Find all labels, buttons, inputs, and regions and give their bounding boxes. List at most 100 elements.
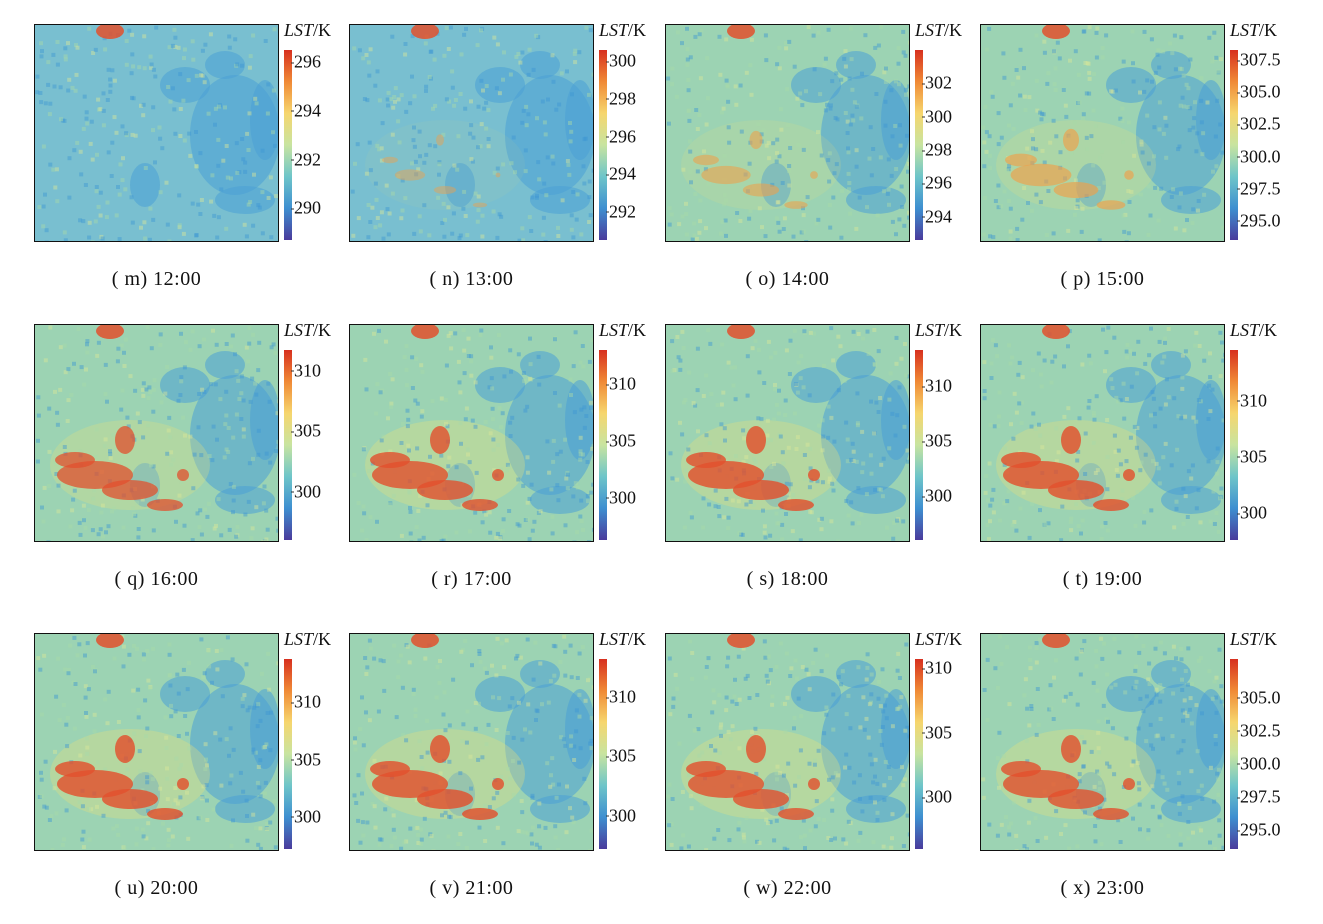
colorbar <box>284 659 292 849</box>
colorbar-title-unit: /K <box>313 320 332 340</box>
colorbar-tick-label: 305.0 <box>1237 81 1281 102</box>
colorbar-tick-label: 305 <box>1237 446 1267 467</box>
panel-caption: ( r) 17:00 <box>431 568 512 590</box>
lst-map-image <box>665 24 910 242</box>
colorbar-tick-label: 300.0 <box>1237 753 1281 774</box>
colorbar <box>915 350 923 540</box>
colorbar-title-unit: /K <box>628 320 647 340</box>
lst-panel: LST/K 310 305 300 ( v) 21:00 <box>349 629 669 923</box>
colorbar-tick-label: 294 <box>606 163 636 184</box>
lst-panel: LST/K 310 305 300 ( s) 18:00 <box>665 320 985 614</box>
colorbar-title-unit: /K <box>944 629 963 649</box>
lst-map-image <box>349 24 594 242</box>
colorbar <box>1230 50 1238 240</box>
lst-map-image <box>665 324 910 542</box>
colorbar-tick-label: 298 <box>922 139 952 160</box>
colorbar-tick-label: 307.5 <box>1237 49 1281 70</box>
colorbar-title: LST/K <box>915 320 962 341</box>
lst-map-image <box>980 324 1225 542</box>
lst-map-image <box>34 633 279 851</box>
colorbar-tick-label: 302 <box>922 72 952 93</box>
colorbar-title-unit: /K <box>1259 320 1278 340</box>
colorbar-tick-label: 300 <box>922 786 952 807</box>
panel-caption: ( o) 14:00 <box>745 268 830 290</box>
colorbar-title-variable: LST <box>1230 20 1260 40</box>
colorbar-title-unit: /K <box>313 20 332 40</box>
lst-map-image <box>34 24 279 242</box>
colorbar-tick-label: 305 <box>606 745 636 766</box>
lst-panel: LST/K 307.5 305.0 302.5 300.0 297.5 295.0 ( p) … <box>980 20 1300 314</box>
colorbar <box>599 50 607 240</box>
colorbar-tick-label: 297.5 <box>1237 178 1281 199</box>
lst-panel: LST/K 310 305 300 ( t) 19:00 <box>980 320 1300 614</box>
colorbar-title-unit: /K <box>313 629 332 649</box>
colorbar-title-unit: /K <box>628 629 647 649</box>
colorbar <box>1230 659 1238 849</box>
colorbar-tick-label: 292 <box>606 201 636 222</box>
colorbar <box>915 659 923 849</box>
colorbar-tick-label: 300 <box>291 806 321 827</box>
colorbar-tick-label: 298 <box>606 88 636 109</box>
colorbar-title-unit: /K <box>628 20 647 40</box>
colorbar-title-unit: /K <box>944 320 963 340</box>
colorbar-title-variable: LST <box>599 20 629 40</box>
lst-map-image <box>349 324 594 542</box>
colorbar-title-variable: LST <box>915 320 945 340</box>
panel-caption: ( n) 13:00 <box>429 268 514 290</box>
panel-caption: ( t) 19:00 <box>1062 568 1143 590</box>
colorbar-tick-label: 300.0 <box>1237 146 1281 167</box>
lst-map-image <box>980 633 1225 851</box>
colorbar-tick-label: 300 <box>606 805 636 826</box>
colorbar-tick-label: 310 <box>922 657 952 678</box>
colorbar-title-unit: /K <box>944 20 963 40</box>
colorbar-title: LST/K <box>915 629 962 650</box>
colorbar <box>284 50 292 240</box>
panel-caption: ( w) 22:00 <box>743 877 832 899</box>
colorbar <box>915 50 923 240</box>
colorbar-title-variable: LST <box>599 629 629 649</box>
colorbar-tick-label: 290 <box>291 197 321 218</box>
colorbar-title-variable: LST <box>1230 629 1260 649</box>
colorbar-title-unit: /K <box>1259 20 1278 40</box>
panel-caption: ( p) 15:00 <box>1060 268 1145 290</box>
panel-caption: ( s) 18:00 <box>746 568 829 590</box>
colorbar-title-unit: /K <box>1259 629 1278 649</box>
colorbar <box>599 350 607 540</box>
colorbar-tick-label: 300 <box>922 485 952 506</box>
panel-caption: ( m) 12:00 <box>111 268 202 290</box>
lst-panel: LST/K 300 298 296 294 292 ( n) 13:00 <box>349 20 669 314</box>
colorbar-title: LST/K <box>599 320 646 341</box>
colorbar-title-variable: LST <box>915 20 945 40</box>
colorbar-tick-label: 294 <box>291 100 321 121</box>
colorbar-tick-label: 305 <box>922 430 952 451</box>
colorbar <box>1230 350 1238 540</box>
colorbar-tick-label: 295.0 <box>1237 210 1281 231</box>
lst-panel: LST/K 310 305 300 ( u) 20:00 <box>34 629 354 923</box>
lst-panel: LST/K 296 294 292 290 ( m) 12:00 <box>34 20 354 314</box>
colorbar-title: LST/K <box>284 320 331 341</box>
lst-panel: LST/K 305.0 302.5 300.0 297.5 295.0 ( x) 23:00 <box>980 629 1300 923</box>
colorbar-tick-label: 310 <box>606 686 636 707</box>
colorbar-tick-label: 305 <box>291 749 321 770</box>
colorbar-title: LST/K <box>284 20 331 41</box>
colorbar-title-variable: LST <box>284 20 314 40</box>
colorbar-title: LST/K <box>1230 629 1277 650</box>
colorbar-tick-label: 297.5 <box>1237 786 1281 807</box>
colorbar-tick-label: 295.0 <box>1237 819 1281 840</box>
colorbar-title-variable: LST <box>599 320 629 340</box>
colorbar-tick-label: 310 <box>1237 390 1267 411</box>
colorbar-tick-label: 302.5 <box>1237 720 1281 741</box>
colorbar-tick-label: 305 <box>606 430 636 451</box>
colorbar-title: LST/K <box>599 629 646 650</box>
colorbar <box>599 659 607 849</box>
colorbar-title-variable: LST <box>1230 320 1260 340</box>
colorbar-title-variable: LST <box>915 629 945 649</box>
colorbar-title: LST/K <box>284 629 331 650</box>
colorbar-tick-label: 296 <box>922 172 952 193</box>
colorbar-tick-label: 300 <box>291 481 321 502</box>
colorbar-tick-label: 296 <box>291 51 321 72</box>
colorbar-tick-label: 302.5 <box>1237 113 1281 134</box>
lst-panel: LST/K 310 305 300 ( q) 16:00 <box>34 320 354 614</box>
colorbar-title: LST/K <box>915 20 962 41</box>
colorbar-title: LST/K <box>599 20 646 41</box>
